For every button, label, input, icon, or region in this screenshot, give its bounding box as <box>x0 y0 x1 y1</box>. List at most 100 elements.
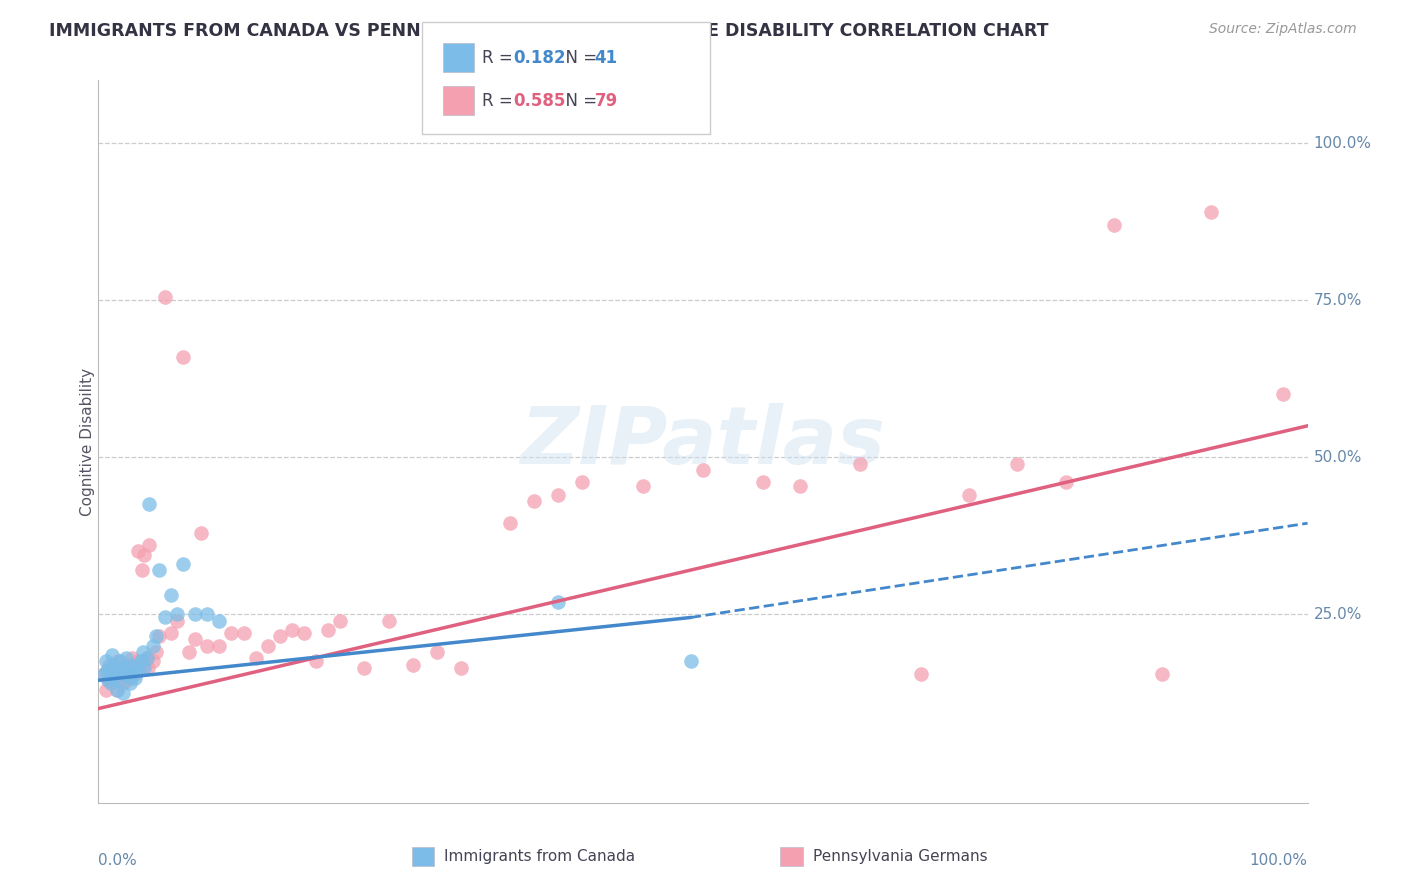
Point <box>1152 667 1174 681</box>
Point <box>1102 218 1125 232</box>
Point <box>117 673 139 688</box>
Point <box>232 626 254 640</box>
Point <box>221 626 243 640</box>
Point <box>752 475 775 490</box>
Point <box>105 682 128 697</box>
Point <box>1007 457 1029 471</box>
Point <box>166 607 188 622</box>
Point <box>910 667 932 681</box>
Point <box>148 629 170 643</box>
Point <box>172 350 194 364</box>
Point <box>377 614 399 628</box>
Text: 25.0%: 25.0% <box>1313 607 1362 622</box>
Point <box>184 607 207 622</box>
Point <box>111 676 134 690</box>
Y-axis label: Cognitive Disability: Cognitive Disability <box>80 368 94 516</box>
Point <box>107 664 129 678</box>
Point <box>94 655 117 669</box>
Point <box>145 645 167 659</box>
Point <box>125 664 148 678</box>
Point <box>127 664 149 678</box>
Point <box>108 667 131 681</box>
Point <box>97 673 120 688</box>
Point <box>127 544 149 558</box>
Point <box>523 494 546 508</box>
Point <box>498 516 520 531</box>
Text: ZIPatlas: ZIPatlas <box>520 402 886 481</box>
Point <box>184 632 207 647</box>
Point <box>101 657 124 672</box>
Point <box>316 623 339 637</box>
Point <box>121 651 143 665</box>
Text: 0.182: 0.182 <box>513 48 565 67</box>
Point <box>692 463 714 477</box>
Point <box>281 623 304 637</box>
Point <box>131 563 153 577</box>
Point <box>1272 387 1295 401</box>
Point <box>571 475 593 490</box>
Point <box>547 595 569 609</box>
Point <box>104 670 127 684</box>
Point <box>100 676 122 690</box>
Point <box>100 676 122 690</box>
Point <box>789 478 811 492</box>
Point <box>135 651 157 665</box>
Text: IMMIGRANTS FROM CANADA VS PENNSYLVANIA GERMAN COGNITIVE DISABILITY CORRELATION C: IMMIGRANTS FROM CANADA VS PENNSYLVANIA G… <box>49 22 1049 40</box>
Point <box>112 664 135 678</box>
Point <box>190 525 212 540</box>
Text: 100.0%: 100.0% <box>1313 136 1372 151</box>
Point <box>129 655 152 669</box>
Point <box>153 290 176 304</box>
Point <box>1054 475 1077 490</box>
Point <box>145 629 167 643</box>
Point <box>269 629 291 643</box>
Point <box>142 655 165 669</box>
Point <box>292 626 315 640</box>
Point <box>105 682 128 697</box>
Point <box>138 497 160 511</box>
Point <box>138 538 160 552</box>
Point <box>118 667 141 681</box>
Point <box>148 563 170 577</box>
Point <box>110 672 132 686</box>
Point <box>115 651 138 665</box>
Point <box>1199 205 1222 219</box>
Point <box>160 626 183 640</box>
Point <box>402 657 425 672</box>
Point <box>98 657 121 672</box>
Point <box>124 672 146 686</box>
Point <box>136 661 159 675</box>
Point <box>97 673 120 688</box>
Point <box>195 607 218 622</box>
Point <box>103 661 125 675</box>
Point <box>134 548 156 562</box>
Point <box>353 661 375 675</box>
Point <box>172 557 194 571</box>
Point <box>120 672 142 686</box>
Point <box>127 657 149 672</box>
Text: N =: N = <box>555 48 603 67</box>
Point <box>118 670 141 684</box>
Point <box>100 664 122 678</box>
Point <box>127 655 149 669</box>
Point <box>256 639 278 653</box>
Point <box>134 661 156 675</box>
Point <box>547 488 569 502</box>
Point <box>93 667 115 681</box>
Point <box>108 661 131 675</box>
Point <box>132 645 155 659</box>
Point <box>129 661 152 675</box>
Point <box>114 667 136 681</box>
Point <box>98 661 121 675</box>
Point <box>107 655 129 669</box>
Point <box>195 639 218 653</box>
Point <box>450 661 472 675</box>
Text: 0.585: 0.585 <box>513 92 565 110</box>
Point <box>118 676 141 690</box>
Point <box>96 664 118 678</box>
Text: R =: R = <box>482 48 519 67</box>
Point <box>114 670 136 684</box>
Point <box>120 658 142 673</box>
Text: Source: ZipAtlas.com: Source: ZipAtlas.com <box>1209 22 1357 37</box>
Point <box>679 655 702 669</box>
